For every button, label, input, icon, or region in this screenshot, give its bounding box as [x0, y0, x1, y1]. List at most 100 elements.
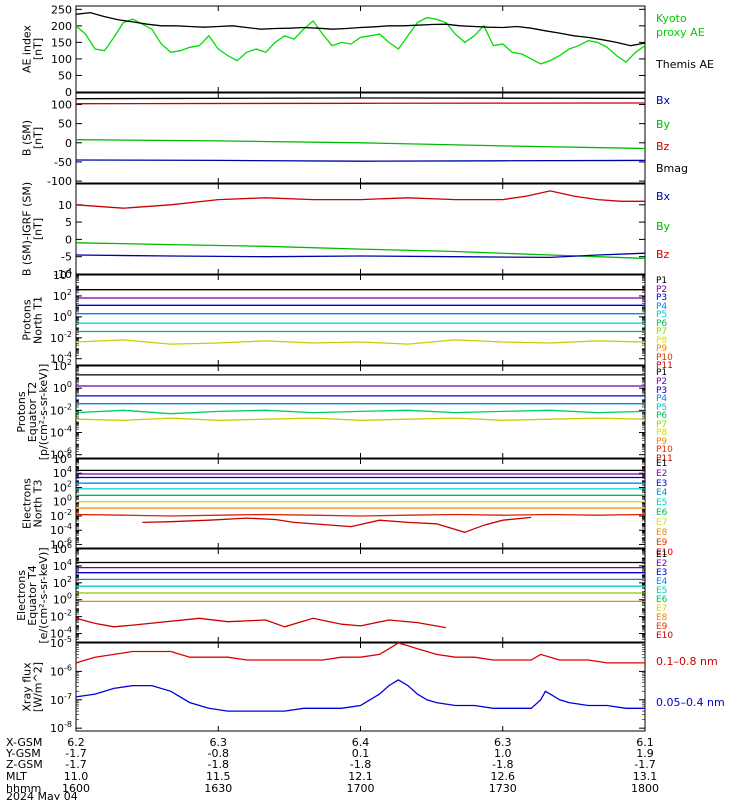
series-line-bsm-bx — [75, 159, 646, 162]
legend-entry: Bx — [656, 94, 671, 107]
series-line-ae-kyoto-proxy-ae — [75, 16, 646, 65]
legend-entry: P1 — [656, 368, 667, 378]
y-axis-label: [W/m^2] — [32, 662, 45, 712]
legend-entry: P7 — [656, 327, 667, 337]
legend-entry: P8 — [656, 428, 667, 438]
legend-entry: P6 — [656, 319, 667, 329]
x-tick-value: -1.7 — [634, 758, 655, 771]
x-tick-value: -1.7 — [65, 747, 86, 760]
y-tick-label: -50 — [54, 156, 72, 169]
x-tick-value: 13.1 — [633, 770, 658, 783]
panel-frame-xray — [75, 642, 646, 732]
x-tick-value: 6.3 — [210, 736, 228, 749]
legend-entry: E2 — [656, 559, 667, 569]
series-line-bdiff-bx — [75, 252, 646, 259]
y-tick-label: 104 — [53, 465, 72, 480]
legend-entry: E10 — [656, 631, 673, 641]
legend-entry: E3 — [656, 568, 667, 578]
legend-entry: P10 — [656, 353, 673, 363]
series-line-en-e9 — [75, 513, 646, 517]
y-tick-label: 10-2 — [50, 402, 72, 417]
legend-entry: P9 — [656, 437, 667, 447]
y-tick-label: 104 — [53, 267, 72, 282]
legend-entry: E7 — [656, 604, 667, 614]
legend-entry: E8 — [656, 528, 668, 538]
x-tick-value: 6.1 — [636, 736, 654, 749]
legend-entry: Bz — [656, 140, 670, 153]
y-axis-label: [nT] — [32, 127, 45, 149]
y-axis-label: B (SM) — [21, 120, 34, 156]
y-axis-label: [p/(cm²-s-sr-keV)] — [37, 364, 50, 461]
x-tick-value: 1800 — [631, 782, 659, 795]
legend-entry: P8 — [656, 336, 667, 346]
legend-entry: P9 — [656, 344, 667, 354]
x-row-label: Y-GSM — [5, 747, 41, 760]
series-line-bsm-by — [75, 139, 646, 150]
chart-data-layer — [75, 11, 646, 712]
x-tick-value: 6.2 — [67, 736, 85, 749]
legend-entry: E6 — [656, 508, 668, 518]
y-axis-label: Equator T2 — [26, 382, 39, 442]
y-tick-label: 100 — [53, 380, 72, 395]
y-tick-label: 100 — [53, 494, 72, 509]
y-tick-label: 10-6 — [50, 536, 72, 551]
y-axis-label: [nT] — [32, 218, 45, 240]
panel-frame-bsm — [75, 92, 646, 184]
legend-entry: P5 — [656, 310, 667, 320]
legend-entry: E5 — [656, 586, 667, 596]
legend-entry: E3 — [656, 479, 667, 489]
y-axis-label: Equator T4 — [26, 565, 39, 625]
series-line-en-e10 — [142, 516, 532, 533]
y-tick-label: 100 — [53, 592, 72, 607]
series-line-xray-0-05-0-4-nm — [75, 679, 645, 712]
y-tick-label: 200 — [51, 20, 72, 33]
y-axis-label: [nT] — [32, 38, 45, 60]
panel-frame-bdiff — [75, 183, 646, 275]
series-line-pe-p6 — [75, 417, 646, 421]
legend-entry: By — [656, 220, 671, 233]
x-tick-value: 11.0 — [64, 770, 89, 783]
y-tick-label: 10-4 — [50, 522, 72, 537]
legend-entry: E4 — [656, 577, 668, 587]
y-tick-label: 50 — [58, 118, 72, 131]
y-tick-label: 10-4 — [50, 626, 72, 641]
y-tick-label: 250 — [51, 3, 72, 16]
x-tick-value: -1.8 — [350, 758, 371, 771]
y-tick-label: 10-7 — [50, 692, 72, 707]
legend-entry: P11 — [656, 361, 673, 371]
series-line-bdiff-bz — [75, 190, 645, 209]
legend-entry: By — [656, 118, 671, 131]
y-axis-label: Protons — [15, 391, 28, 432]
y-tick-label: 10-6 — [50, 447, 72, 462]
y-tick-label: 0 — [65, 233, 72, 246]
y-axis-label: Xray flux — [21, 662, 34, 712]
y-axis-label: Protons — [21, 299, 34, 340]
legend-entry: Themis AE — [655, 58, 714, 71]
legend-entry: P11 — [656, 454, 673, 464]
y-tick-label: 10-5 — [50, 635, 72, 650]
x-tick-value: 1600 — [62, 782, 90, 795]
y-tick-label: 104 — [53, 558, 72, 573]
x-tick-value: 1700 — [347, 782, 375, 795]
y-tick-label: 150 — [51, 36, 72, 49]
legend-entry: E9 — [656, 538, 668, 548]
legend-entry: P1 — [656, 276, 667, 286]
legend-entry: E1 — [656, 459, 667, 469]
x-tick-value: 12.6 — [491, 770, 516, 783]
y-tick-label: 10 — [58, 199, 72, 212]
series-line-bsm-bmag — [75, 97, 646, 100]
y-tick-label: 10-2 — [50, 508, 72, 523]
legend-entry: E1 — [656, 550, 667, 560]
y-tick-label: 50 — [58, 69, 72, 82]
x-row-label: X-GSM — [6, 736, 42, 749]
x-tick-value: 1.0 — [494, 747, 512, 760]
y-axis-label: B (SM)-IGRF (SM) — [21, 182, 34, 276]
legend-entry: E4 — [656, 488, 668, 498]
legend-entry: P4 — [656, 394, 667, 404]
series-line-ee-e8 — [75, 617, 447, 629]
y-tick-label: 5 — [65, 216, 72, 229]
y-tick-label: 102 — [53, 358, 72, 373]
y-tick-label: 102 — [53, 288, 72, 303]
series-line-pn-p7 — [75, 339, 646, 345]
y-tick-label: 106 — [53, 451, 72, 466]
